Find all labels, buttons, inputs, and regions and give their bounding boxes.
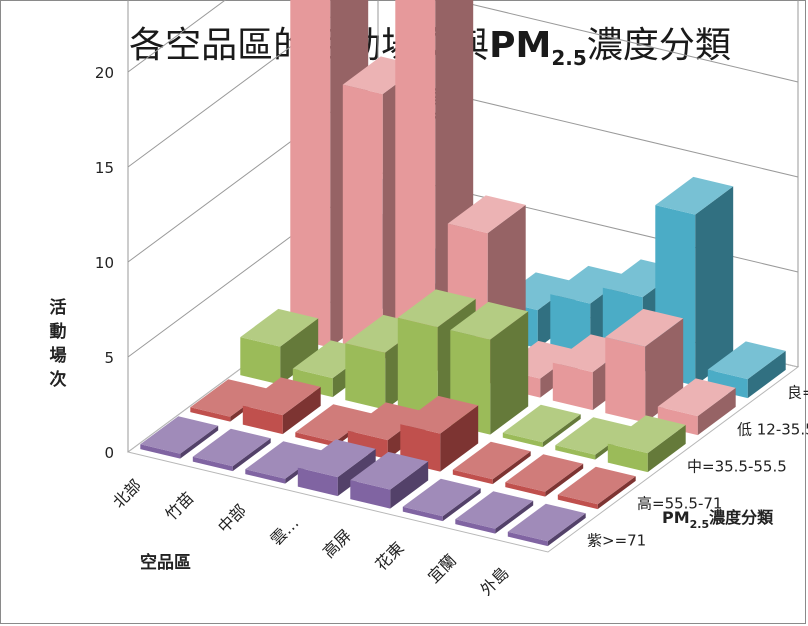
z-tick-label: 中=35.5-55.5 — [687, 458, 787, 476]
x-axis-title: 空品區 — [140, 552, 191, 573]
bar — [557, 466, 636, 510]
bars — [140, 0, 786, 547]
bar — [452, 441, 531, 485]
bar — [242, 377, 321, 435]
bar — [240, 308, 319, 385]
bar — [350, 451, 429, 509]
y-tick-label: 5 — [104, 349, 114, 367]
y-tick-label: 20 — [95, 64, 114, 82]
bar — [192, 428, 271, 472]
z-tick-label: 低 12-35.5 — [737, 421, 808, 439]
x-tick-label: 外島 — [477, 563, 513, 599]
x-tick-label: 花東 — [372, 538, 408, 574]
x-tick-label: 中部 — [214, 501, 250, 537]
bar — [505, 454, 584, 497]
x-tick-label: 宜蘭 — [424, 551, 460, 587]
title-pm-sub: 2.5 — [551, 46, 587, 71]
title-pm: PM — [489, 25, 552, 66]
bar — [140, 416, 219, 459]
x-tick-label: 北部 — [109, 476, 145, 512]
bar — [402, 478, 481, 522]
z-tick-label: 高=55.5-71 — [637, 495, 722, 513]
gridline — [127, 0, 227, 73]
z-axis-title: PM2.5濃度分類 — [662, 508, 774, 531]
y-tick-label: 10 — [95, 254, 114, 272]
bar — [657, 378, 736, 436]
bar — [297, 439, 376, 497]
bar — [607, 415, 686, 473]
y-tick-label: 0 — [104, 444, 114, 462]
bar — [455, 491, 534, 534]
x-tick-label: 高屏 — [319, 526, 355, 562]
y-axis-title: 活動場次 — [50, 297, 67, 390]
x-tick-label: 雲… — [267, 513, 303, 549]
y-tick-label: 15 — [95, 159, 114, 177]
gridline — [127, 0, 799, 168]
bar — [502, 404, 581, 448]
z-tick-label: 良=<12 — [787, 384, 808, 402]
bar — [507, 503, 586, 547]
z-tick-label: 紫>=71 — [587, 532, 646, 550]
title-text-2: 濃度分類 — [586, 25, 731, 66]
x-tick-label: 竹苗 — [162, 488, 198, 524]
